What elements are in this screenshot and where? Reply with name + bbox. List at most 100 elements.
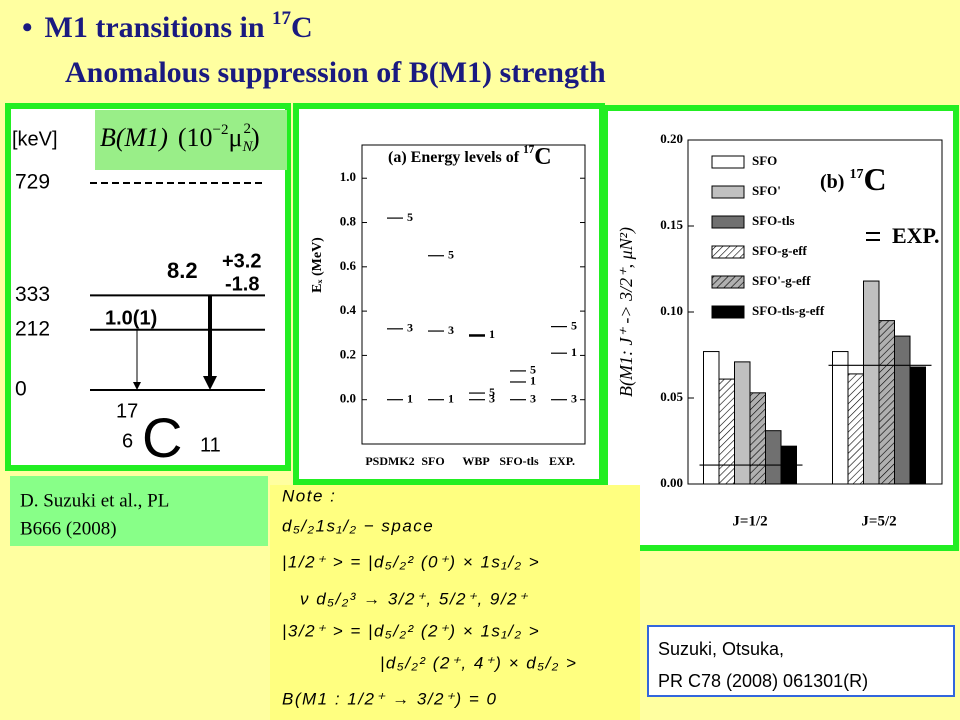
level-label: 729	[15, 171, 50, 194]
note-line: |d₅/₂² (2⁺, 4⁺) × d₅/₂ >	[380, 653, 577, 672]
legend-label: SFO-g-eff	[752, 243, 808, 258]
bullet: •	[22, 11, 33, 44]
level-spin: 1	[530, 374, 536, 388]
legend-label: SFO-tls	[752, 213, 795, 228]
y-tick-label: 1.0	[340, 169, 356, 184]
transition-error: +3.2	[222, 250, 261, 272]
header-sup: 2	[243, 121, 251, 137]
x-tick-label: J=5/2	[861, 513, 896, 529]
title-sup: 17	[272, 8, 292, 29]
y-tick-label: 0.4	[340, 302, 357, 317]
bar	[832, 351, 849, 485]
level-label: 333	[15, 283, 50, 306]
legend-swatch	[711, 215, 745, 229]
level-label: 0	[15, 378, 27, 401]
title-element: C	[291, 11, 313, 44]
transition-value: 8.2	[167, 258, 198, 283]
level-spin: 5	[530, 363, 536, 377]
nucleus-z: 6	[122, 430, 133, 452]
level-spin: 5	[571, 318, 577, 332]
level-spin: 1	[407, 391, 413, 405]
bar	[703, 351, 720, 485]
note-line: Note :	[282, 486, 336, 505]
note-line: |3/2⁺ > = |d₅/₂² (2⁺) × 1s₁/₂ >	[282, 621, 540, 640]
level-spin: 3	[571, 391, 577, 405]
x-tick-label: SFO	[421, 454, 444, 468]
legend-label: SFO	[752, 153, 777, 168]
x-tick-label: SFO-tls	[499, 454, 539, 468]
y-tick-label: 0.2	[340, 346, 356, 361]
note-line: B(M1 : 1/2⁺ → 3/2⁺) = 0	[282, 689, 497, 708]
title: • M1 transitions in 17C	[22, 8, 313, 44]
header-base: (10	[178, 123, 213, 152]
x-tick-label: PSDMK2	[365, 454, 414, 468]
chart-title: (a) Energy levels of 17C	[388, 144, 552, 170]
header-sub: N	[241, 139, 253, 155]
bar-hatch	[879, 320, 895, 484]
chart-title-element: C	[863, 161, 886, 197]
level-spin: 5	[407, 210, 413, 224]
reference-box	[647, 625, 955, 697]
chart-title-sup: 17	[523, 144, 535, 156]
y-axis-label: B(M1: J⁺ -> 3/2⁺, μN²)	[616, 227, 637, 397]
header-mu: μ	[229, 123, 243, 152]
y-axis-label: Eₓ (MeV)	[310, 237, 325, 293]
header-close: )	[251, 123, 260, 152]
note-line: ν d₅/₂³ → 3/2⁺, 5/2⁺, 9/2⁺	[300, 589, 529, 608]
legend-label: EXP.	[892, 223, 939, 248]
header-b: B(M1)	[100, 123, 168, 152]
chart-title-element: C	[534, 144, 551, 170]
bar	[909, 366, 926, 485]
y-tick-label: 0.00	[660, 475, 683, 490]
level-spin: 5	[489, 385, 495, 399]
unit: [keV]	[12, 128, 58, 150]
reference-line: PR C78 (2008) 061301(R)	[658, 671, 868, 691]
bar-hatch	[848, 373, 864, 484]
level-spin: 3	[530, 391, 536, 405]
level-spin: 3	[489, 391, 495, 405]
legend-swatch	[711, 155, 745, 169]
plot-frame	[361, 144, 586, 445]
legend-swatch	[711, 305, 745, 319]
bar	[863, 280, 880, 485]
legend-hatch	[712, 246, 744, 258]
x-tick-label: J=1/2	[732, 513, 767, 529]
y-tick-label: 0.10	[660, 303, 683, 318]
header: B(M1) (10−2μN 2)	[100, 121, 260, 155]
legend-label: SFO'-g-eff	[752, 273, 811, 288]
legend-hatch	[712, 276, 744, 288]
subtitle: Anomalous suppression of B(M1) strength	[65, 56, 606, 89]
chart-title-text: (b)	[820, 171, 849, 193]
level-spin: 1	[489, 327, 495, 341]
reference-line: Suzuki, Otsuka,	[658, 639, 784, 659]
chart-title-sup: 17	[849, 167, 863, 182]
bar	[734, 361, 751, 485]
title-text: M1 transitions in	[45, 11, 273, 44]
y-tick-label: 0.05	[660, 389, 683, 404]
legend-label: SFO-tls-g-eff	[752, 303, 825, 318]
caption-line: B666 (2008)	[20, 518, 117, 539]
bar-hatch	[750, 392, 766, 484]
caption-line: D. Suzuki et al., PL	[20, 490, 169, 511]
level-spin: 1	[571, 345, 577, 359]
bar	[765, 430, 782, 485]
bar	[894, 335, 911, 485]
nucleus-a: 17	[116, 400, 138, 422]
bar-hatch	[719, 379, 735, 484]
arrow-head	[203, 376, 217, 390]
note-box	[270, 485, 640, 720]
chart-title: (b) 17C	[820, 161, 887, 197]
nucleus-n: 11	[200, 434, 221, 456]
y-tick-label: 0.8	[340, 214, 357, 229]
level-spin: 1	[448, 391, 454, 405]
legend-swatch	[711, 185, 745, 199]
level-spin: 3	[448, 323, 454, 337]
caption-box	[10, 476, 268, 546]
level-spin: 5	[448, 247, 454, 261]
y-tick-label: 0.15	[660, 217, 683, 232]
level-label: 212	[15, 317, 50, 340]
legend-label: SFO'	[752, 183, 781, 198]
